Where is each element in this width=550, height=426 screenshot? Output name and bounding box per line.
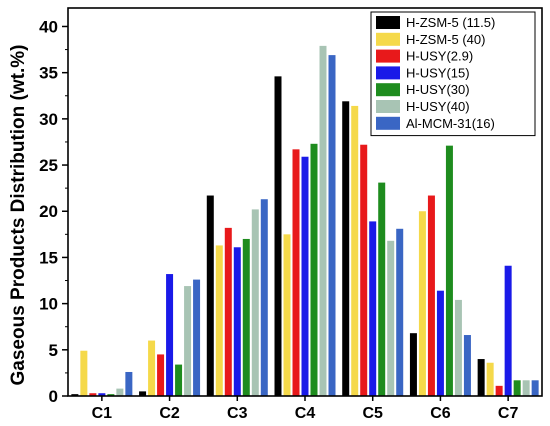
bar-c1-series-7 bbox=[125, 371, 133, 396]
bar-c1-series-5 bbox=[107, 394, 115, 396]
y-tick-label: 10 bbox=[39, 295, 58, 314]
legend-label: H-USY(30) bbox=[406, 82, 470, 97]
legend: H-ZSM-5 (11.5)H-ZSM-5 (40)H-USY(2.9)H-US… bbox=[370, 11, 536, 137]
bar-c4-series-3 bbox=[292, 149, 300, 396]
bar-c6-series-2 bbox=[418, 211, 426, 396]
plot-area: C1 C2 C3 C4 C5 C6 C7 0 5 10 15 20 25 30 35 40 bbox=[39, 7, 543, 422]
x-tick-label: C5 bbox=[362, 405, 383, 422]
bar-c6-series-3 bbox=[427, 195, 435, 396]
bar-c3-series-6 bbox=[251, 209, 259, 396]
bar-c2-series-7 bbox=[193, 279, 201, 396]
bar-c7-series-7 bbox=[531, 380, 539, 396]
bar-c2-series-1 bbox=[139, 391, 147, 396]
legend-swatch bbox=[376, 32, 400, 46]
bar-c2-series-3 bbox=[157, 354, 165, 396]
bar-c1-series-1 bbox=[71, 394, 79, 396]
bar-c5-series-6 bbox=[387, 240, 395, 396]
bar-c7-series-4 bbox=[504, 265, 512, 396]
bar-c2-series-6 bbox=[184, 286, 192, 396]
bar-c5-series-5 bbox=[378, 182, 386, 396]
bar-c3-series-1 bbox=[206, 195, 214, 396]
bar-c5-series-3 bbox=[360, 144, 368, 396]
bar-c4-series-5 bbox=[310, 143, 318, 396]
y-axis-title: Gaseous Products Distribution (wt.%) bbox=[8, 45, 29, 386]
legend-swatch bbox=[376, 16, 400, 29]
bar-c7-series-3 bbox=[495, 385, 503, 396]
bar-c4-series-4 bbox=[301, 156, 309, 396]
legend-swatch bbox=[376, 49, 400, 63]
bar-c7-series-1 bbox=[477, 359, 485, 396]
legend-label: Al-MCM-31(16) bbox=[406, 116, 495, 131]
bar-c5-series-1 bbox=[342, 101, 350, 397]
y-tick-label: 20 bbox=[39, 202, 58, 221]
bar-c4-series-2 bbox=[283, 234, 291, 396]
y-tick-label: 40 bbox=[39, 17, 58, 36]
y-tick-label: 15 bbox=[39, 248, 58, 267]
bar-c1-series-2 bbox=[80, 350, 88, 396]
bar-c1-series-6 bbox=[116, 388, 124, 396]
legend-label: H-USY(40) bbox=[406, 99, 470, 114]
bar-c3-series-3 bbox=[224, 227, 232, 396]
bar-c1-series-4 bbox=[98, 393, 106, 396]
bar-c2-series-5 bbox=[175, 364, 183, 396]
bar-c4-series-6 bbox=[319, 45, 327, 396]
bar-c6-series-1 bbox=[409, 333, 417, 396]
legend-swatch bbox=[376, 66, 400, 80]
x-tick-label: C7 bbox=[498, 405, 519, 422]
plot-frame bbox=[67, 7, 543, 397]
bar-c7-series-2 bbox=[486, 362, 494, 396]
bar-c6-series-6 bbox=[454, 299, 462, 396]
x-tick-label: C1 bbox=[92, 405, 113, 422]
bar-c3-series-7 bbox=[260, 199, 268, 396]
x-tick-label: C6 bbox=[430, 405, 451, 422]
bar-c4-series-1 bbox=[274, 76, 282, 397]
y-tick-label: 30 bbox=[39, 110, 58, 129]
bar-c7-series-5 bbox=[513, 380, 521, 396]
y-tick-label: 0 bbox=[49, 387, 58, 406]
legend-swatch bbox=[376, 100, 400, 113]
bar-c5-series-2 bbox=[351, 105, 359, 397]
y-tick-label: 35 bbox=[39, 64, 58, 83]
bar-c3-series-2 bbox=[215, 245, 223, 396]
bar-c5-series-7 bbox=[396, 228, 404, 396]
legend-label: H-USY(2.9) bbox=[406, 49, 473, 64]
bar-c3-series-4 bbox=[233, 247, 241, 396]
legend-swatch bbox=[376, 116, 400, 130]
y-tick-label: 5 bbox=[49, 341, 58, 360]
x-tick-label: C3 bbox=[227, 405, 248, 422]
legend-label: H-ZSM-5 (40) bbox=[406, 32, 485, 47]
legend-swatch bbox=[376, 83, 400, 97]
bar-c5-series-4 bbox=[369, 221, 377, 396]
bar-c1-series-3 bbox=[89, 393, 97, 396]
bar-c6-series-7 bbox=[463, 335, 471, 396]
y-tick-label: 25 bbox=[39, 156, 58, 175]
bar-c7-series-6 bbox=[522, 380, 530, 396]
bar-c4-series-7 bbox=[328, 55, 336, 397]
x-tick-label: C2 bbox=[159, 405, 180, 422]
x-tick-label: C4 bbox=[295, 405, 316, 422]
bar-c2-series-4 bbox=[166, 274, 174, 396]
bar-c6-series-5 bbox=[445, 145, 453, 396]
legend-label: H-ZSM-5 (11.5) bbox=[406, 15, 495, 30]
legend-label: H-USY(15) bbox=[406, 65, 470, 80]
bar-c6-series-4 bbox=[436, 290, 444, 396]
bar-c2-series-2 bbox=[148, 340, 156, 396]
bar-c3-series-5 bbox=[242, 238, 250, 396]
